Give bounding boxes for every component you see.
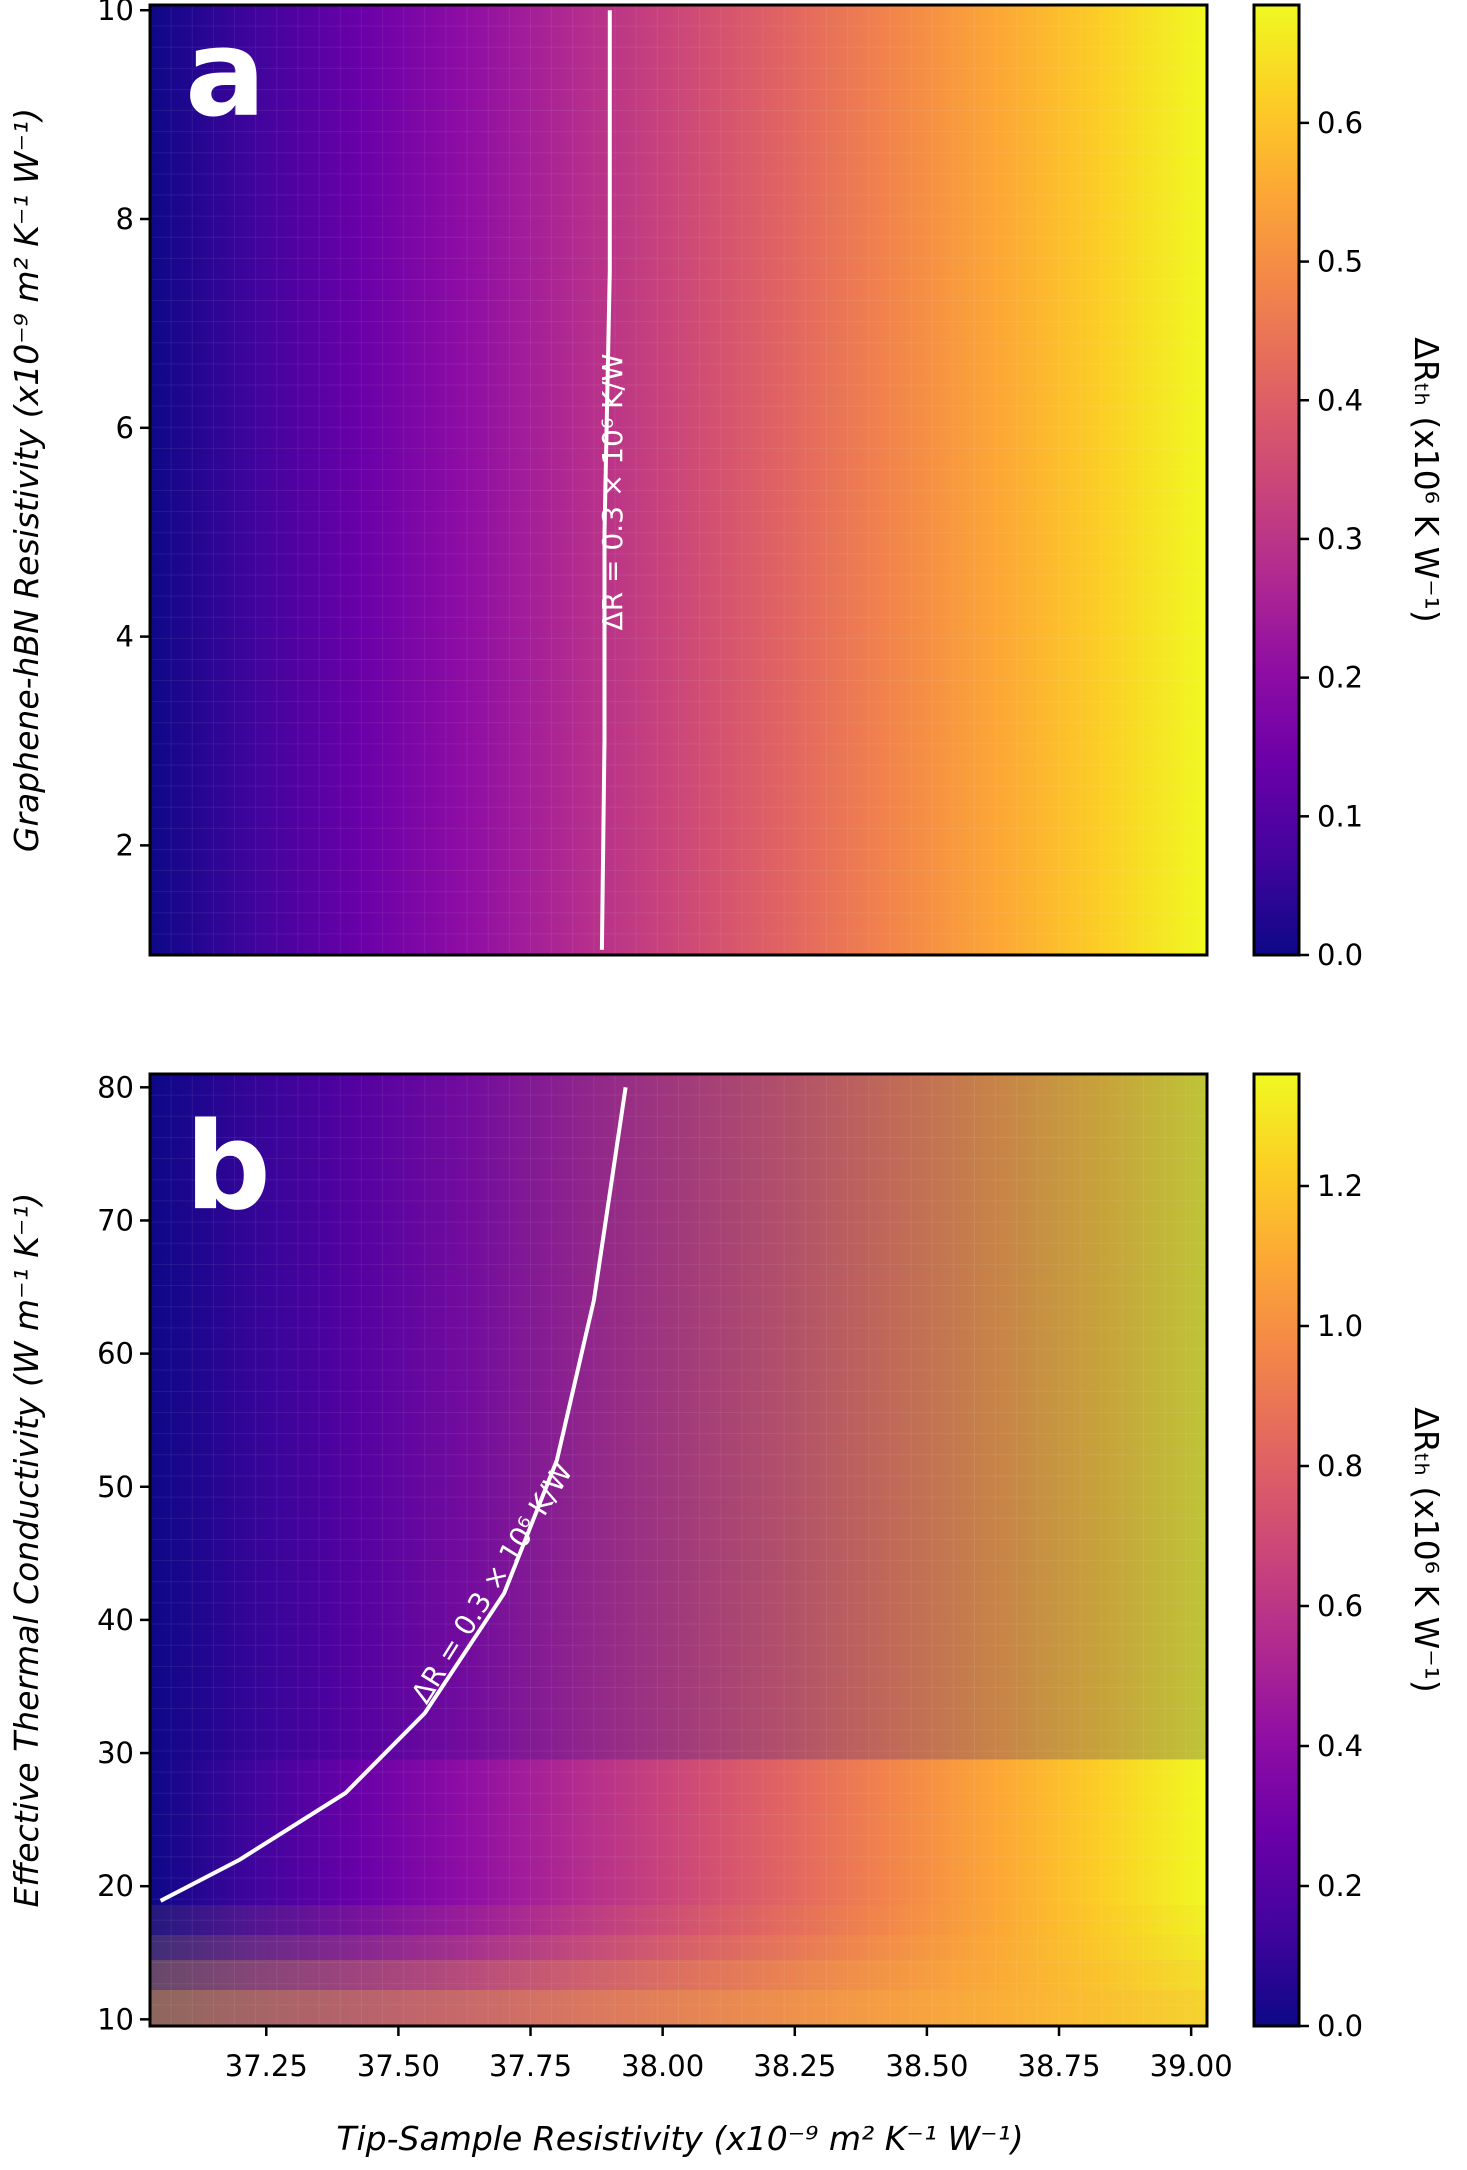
y-tick-label: 8 xyxy=(116,202,134,236)
colorbar-tick-label: 0.8 xyxy=(1317,1449,1363,1483)
y-tick-label: 20 xyxy=(97,1869,134,1903)
y-axis-label-a: Graphene-hBN Resistivity (x10⁻⁹ m² K⁻¹ W… xyxy=(7,108,46,852)
colorbar-ticks-b: 0.0 0.2 0.4 0.6 0.8 1.0 1.2 xyxy=(1299,1169,1363,2043)
y-axis-ticks-a: 2 4 6 8 10 xyxy=(97,0,150,862)
colorbar-tick-label: 0.4 xyxy=(1317,383,1363,417)
y-tick-label: 80 xyxy=(97,1070,134,1104)
colorbar-b xyxy=(1252,1072,1301,2028)
colorbar-label-b: ΔRₜₕ (x10⁶ K W⁻¹) xyxy=(1407,1407,1446,1692)
heatmap-cell-grid-a xyxy=(150,5,1207,955)
colorbar-tick-label: 1.2 xyxy=(1317,1169,1363,1203)
colorbar-tick-label: 0.0 xyxy=(1317,2009,1363,2043)
y-tick-label: 10 xyxy=(97,0,134,27)
panel-letter-b: b xyxy=(185,1098,271,1237)
colorbar-label-a: ΔRₜₕ (x10⁶ K W⁻¹) xyxy=(1407,337,1446,622)
x-tick-label: 37.50 xyxy=(357,2049,440,2083)
x-tick-label: 39.00 xyxy=(1150,2049,1233,2083)
y-tick-label: 4 xyxy=(116,620,134,654)
y-axis-ticks-b: 10 20 30 40 50 60 70 80 xyxy=(97,1070,150,2036)
colorbar-tick-label: 0.4 xyxy=(1317,1729,1363,1763)
y-tick-label: 30 xyxy=(97,1736,134,1770)
colorbar-tick-label: 1.0 xyxy=(1317,1309,1363,1343)
y-tick-label: 50 xyxy=(97,1470,134,1504)
colorbar-tick-label: 0.3 xyxy=(1317,522,1363,556)
colorbar-tick-label: 0.2 xyxy=(1317,661,1363,695)
heatmap-rows-b xyxy=(150,1074,1207,2026)
plot-frame-b xyxy=(148,1072,1209,2028)
contour-line-b xyxy=(159,1087,628,1903)
panel-letter-a: a xyxy=(185,5,266,144)
colorbar-tick-label: 0.2 xyxy=(1317,1869,1363,1903)
panel-a: ΔR = 0.3 × 10⁶ K/W a 2 4 6 8 10 Graphene-hBN… xyxy=(7,0,1446,972)
colorbar-tick-label: 0.5 xyxy=(1317,245,1363,279)
x-tick-label: 38.25 xyxy=(753,2049,836,2083)
y-axis-label-b: Effective Thermal Conductivity (W m⁻¹ K⁻… xyxy=(7,1193,46,1908)
x-axis-label-b: Tip-Sample Resistivity (x10⁻⁹ m² K⁻¹ W⁻¹… xyxy=(336,2119,1023,2158)
heatmap-cell-grid-b xyxy=(150,1074,1207,2026)
x-tick-label: 38.50 xyxy=(885,2049,968,2083)
x-tick-label: 37.25 xyxy=(225,2049,308,2083)
y-tick-label: 40 xyxy=(97,1603,134,1637)
heatmap-b xyxy=(150,1074,1207,2026)
heatmap-row-band xyxy=(150,1960,1207,1990)
y-tick-label: 70 xyxy=(97,1203,134,1237)
x-tick-label: 38.75 xyxy=(1018,2049,1101,2083)
colorbar-tick-label: 0.1 xyxy=(1317,799,1363,833)
colorbar-a xyxy=(1252,3,1301,957)
y-tick-label: 6 xyxy=(116,411,134,445)
colorbar-tick-label: 0.6 xyxy=(1317,106,1363,140)
contour-label-a: ΔR = 0.3 × 10⁶ K/W xyxy=(596,354,629,631)
colorbar-ticks-a: 0.0 0.1 0.2 0.3 0.4 0.5 0.6 xyxy=(1299,106,1363,972)
contour-line-a xyxy=(599,10,612,950)
y-tick-label: 10 xyxy=(97,2002,134,2036)
heatmap-row-band xyxy=(150,1905,1207,1935)
plot-frame-a xyxy=(148,3,1209,957)
x-axis-ticks-b: 37.25 37.50 37.75 38.00 38.25 38.50 38.75 39.00 xyxy=(225,2026,1233,2083)
colorbar-tick-label: 0.6 xyxy=(1317,1589,1363,1623)
x-tick-label: 37.75 xyxy=(489,2049,572,2083)
heatmap-shade-overlay xyxy=(150,1074,1207,1760)
x-tick-label: 38.00 xyxy=(621,2049,704,2083)
colorbar-tick-label: 0.0 xyxy=(1317,938,1363,972)
y-tick-label: 60 xyxy=(97,1337,134,1371)
heatmap-a xyxy=(150,5,1207,955)
heatmap-row-band xyxy=(150,1990,1207,2026)
heatmap-row-band xyxy=(150,1935,1207,1960)
y-tick-label: 2 xyxy=(116,828,134,862)
